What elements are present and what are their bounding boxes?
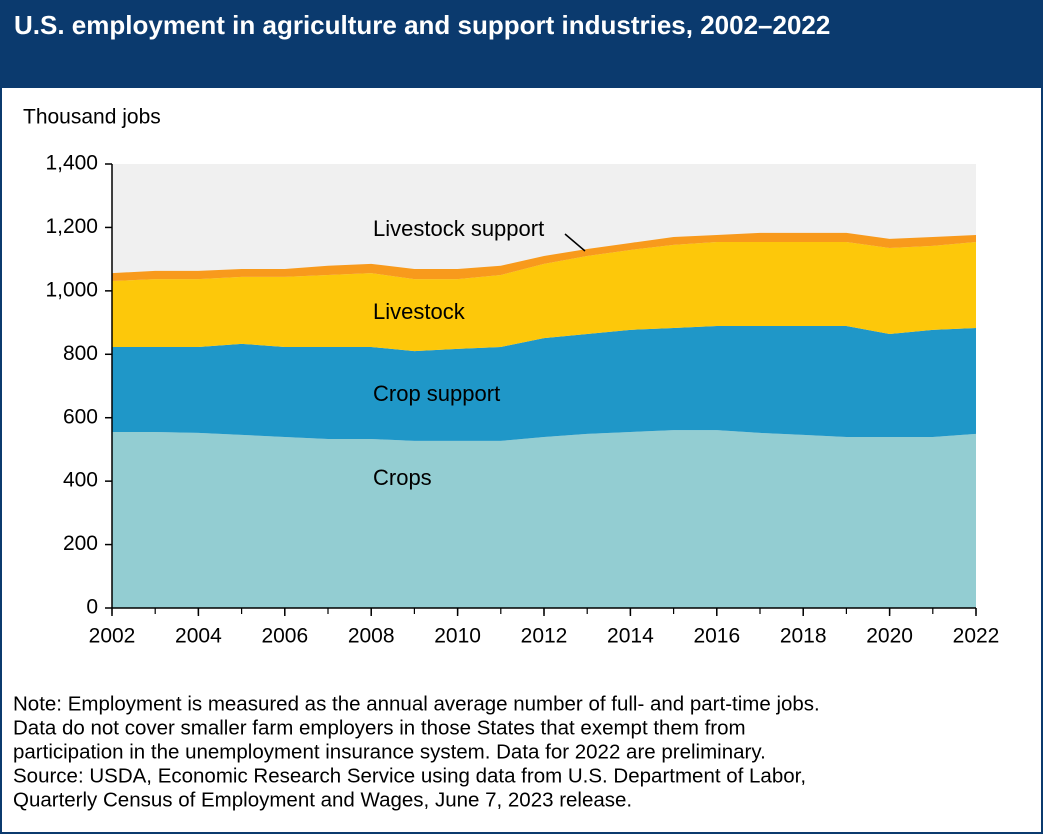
x-tick-label: 2018	[780, 625, 827, 648]
y-axis-label: Thousand jobs	[23, 106, 161, 129]
chart-title: U.S. employment in agriculture and suppo…	[14, 10, 830, 40]
note-line: Note: Employment is measured as the annu…	[13, 692, 820, 715]
series-label: Crop support	[373, 381, 500, 406]
x-tick-label: 2008	[348, 625, 395, 648]
area	[112, 242, 976, 352]
x-tick-label: 2002	[89, 625, 136, 648]
y-tick-label: 1,400	[45, 152, 98, 175]
y-tick-label: 600	[63, 405, 98, 428]
y-tick-label: 800	[63, 342, 98, 365]
x-tick-label: 2014	[607, 625, 654, 648]
x-tick-label: 2006	[261, 625, 308, 648]
source-line: Source: USDA, Economic Research Service …	[13, 764, 806, 787]
x-tick-label: 2012	[521, 625, 568, 648]
area	[112, 232, 976, 282]
y-tick-label: 0	[86, 596, 98, 619]
area	[112, 430, 976, 608]
leader-line	[564, 233, 586, 252]
source-line: Quarterly Census of Employment and Wages…	[13, 788, 632, 811]
y-tick-label: 400	[63, 469, 98, 492]
x-tick-label: 2010	[434, 625, 481, 648]
series-label: Crops	[373, 465, 432, 490]
note-line: Data do not cover smaller farm employers…	[13, 716, 746, 739]
title-bar	[0, 0, 1043, 88]
x-tick-label: 2022	[953, 625, 1000, 648]
y-tick-label: 1,200	[45, 215, 98, 238]
y-tick-label: 1,000	[45, 278, 98, 301]
area	[112, 326, 976, 441]
y-tick-label: 200	[63, 532, 98, 555]
x-tick-label: 2016	[693, 625, 740, 648]
note-line: participation in the unemployment insura…	[13, 740, 766, 763]
x-tick-label: 2020	[866, 625, 913, 648]
series-label: Livestock support	[373, 216, 544, 241]
series-label: Livestock	[373, 299, 466, 324]
x-tick-label: 2004	[175, 625, 222, 648]
